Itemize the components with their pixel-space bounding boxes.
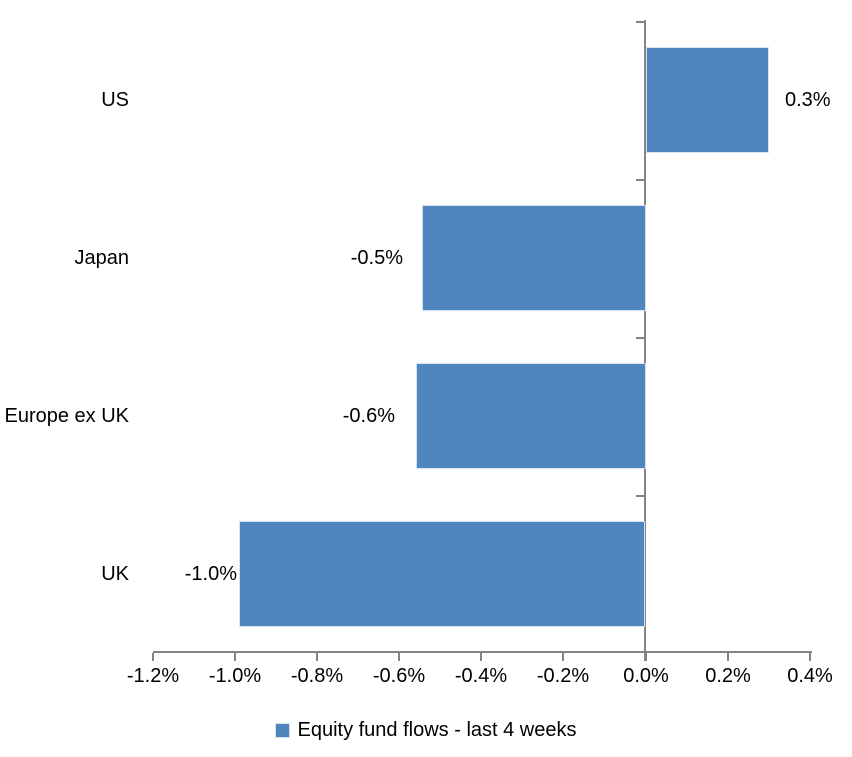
data-label-us: 0.3% [785, 89, 831, 111]
bar-japan [422, 205, 646, 311]
x-axis-tick-label: -0.2% [536, 665, 590, 687]
category-label-uk: UK [101, 563, 129, 585]
x-axis-tick [480, 653, 482, 661]
x-axis-tick-label: 0.4% [787, 665, 833, 687]
x-axis-tick-label: 0.2% [705, 665, 751, 687]
category-axis-tick [636, 21, 644, 23]
data-label-japan: -0.5% [350, 247, 403, 269]
category-axis-tick [636, 495, 644, 497]
x-axis-tick-label: 0.0% [623, 665, 669, 687]
bar-us [646, 47, 769, 153]
x-axis-tick [234, 653, 236, 661]
data-label-europe-ex-uk: -0.6% [342, 405, 395, 427]
category-label-us: US [101, 89, 129, 111]
legend: Equity fund flows - last 4 weeks [0, 717, 852, 743]
x-axis-tick-label: -1.0% [208, 665, 262, 687]
bar-europe-ex-uk [416, 363, 646, 469]
x-axis-tick [809, 653, 811, 661]
x-axis-line [153, 651, 812, 653]
x-axis-tick [316, 653, 318, 661]
legend-label: Equity fund flows - last 4 weeks [297, 719, 577, 741]
x-axis-tick [398, 653, 400, 661]
x-axis-tick-label: -0.6% [372, 665, 426, 687]
category-axis-tick [636, 179, 644, 181]
x-axis-tick-label: -1.2% [126, 665, 180, 687]
x-axis-tick-label: -0.4% [454, 665, 508, 687]
x-axis-tick [645, 653, 647, 661]
legend-swatch [275, 722, 291, 738]
x-axis-tick [152, 653, 154, 661]
data-label-uk: -1.0% [184, 563, 237, 585]
x-axis-tick-label: -0.8% [290, 665, 344, 687]
category-label-europe-ex-uk: Europe ex UK [4, 405, 129, 427]
bar-uk [239, 521, 645, 627]
category-axis-tick [636, 337, 644, 339]
x-axis-tick [727, 653, 729, 661]
value-axis-zero-line [644, 20, 646, 661]
x-axis-tick [562, 653, 564, 661]
category-label-japan: Japan [74, 247, 130, 269]
